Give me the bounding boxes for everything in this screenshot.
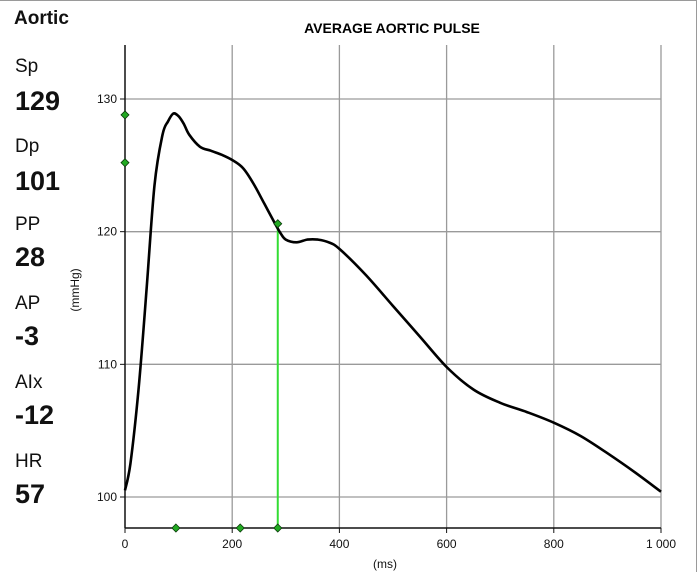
y-tick-label: 110 bbox=[98, 357, 117, 371]
x-tick-label: 1 000 bbox=[646, 537, 676, 551]
x-axis-label: (ms) bbox=[373, 557, 397, 571]
x-tick-label: 800 bbox=[544, 537, 564, 551]
x-tick-label: 200 bbox=[222, 537, 242, 551]
x-axis-marker-point bbox=[273, 523, 283, 533]
metric-pp-value: 28 bbox=[15, 242, 46, 272]
grid-layer bbox=[125, 45, 662, 528]
y-tick-label: 120 bbox=[97, 225, 117, 239]
metric-aix-label: AIx bbox=[15, 372, 43, 393]
metric-ap-value: -3 bbox=[15, 321, 40, 351]
metric-hr-value: 57 bbox=[15, 479, 46, 509]
curve-marker-point bbox=[120, 110, 130, 120]
data-layer bbox=[120, 110, 662, 533]
x-axis-marker-point bbox=[235, 523, 245, 533]
x-tick-label: 600 bbox=[437, 537, 457, 551]
axis-layer: 0 200 400 600 800 1 000 100 110 120 130 bbox=[97, 45, 676, 551]
sidebar-title: Aortic bbox=[14, 8, 69, 29]
chart-title: AVERAGE AORTIC PULSE bbox=[304, 20, 480, 36]
x-axis-marker-point bbox=[171, 523, 181, 533]
x-tick-label: 400 bbox=[329, 537, 349, 551]
y-tick-label: 130 bbox=[97, 92, 117, 106]
x-tick-label: 0 bbox=[122, 537, 129, 551]
metric-hr-label: HR bbox=[15, 451, 43, 472]
metric-dp-value: 101 bbox=[15, 166, 61, 196]
y-axis-label: (mmHg) bbox=[68, 268, 82, 311]
pulse-curve-line bbox=[123, 112, 662, 493]
y-tick-label: 100 bbox=[97, 490, 117, 504]
metric-pp-label: PP bbox=[15, 214, 41, 235]
metric-dp-label: Dp bbox=[15, 136, 40, 157]
metric-sp-label: Sp bbox=[15, 56, 39, 77]
curve-marker-point bbox=[273, 219, 283, 229]
curve-marker-point bbox=[120, 158, 130, 168]
metric-ap-label: AP bbox=[15, 293, 41, 314]
metric-sp-value: 129 bbox=[15, 86, 61, 116]
metric-aix-value: -12 bbox=[15, 400, 55, 430]
